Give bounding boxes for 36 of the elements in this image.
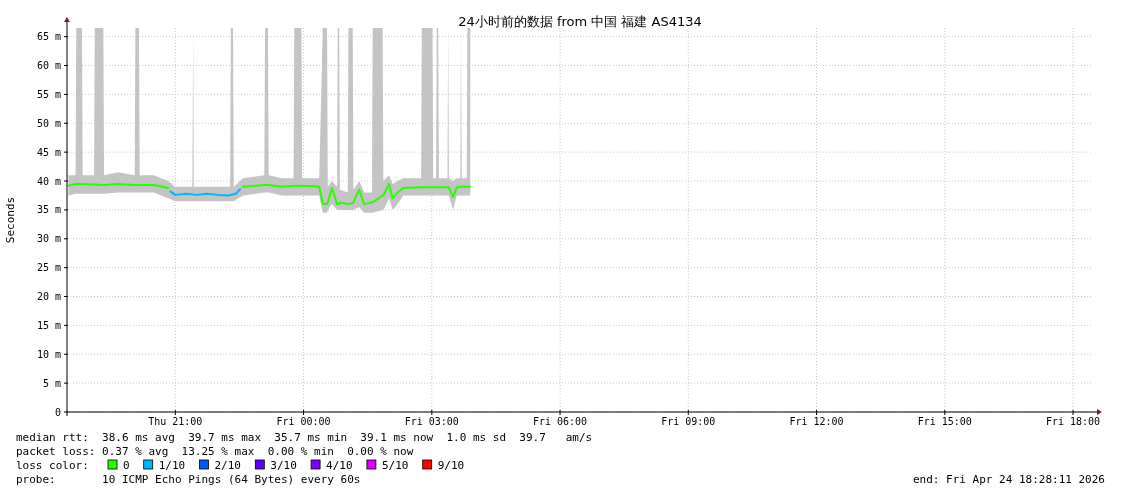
legend-title: loss color: [16, 459, 89, 472]
x-tick-label: Fri 06:00 [532, 416, 588, 427]
y-tick-label: 55 m [36, 88, 61, 100]
y-tick-label: 40 m [36, 175, 61, 187]
text: packet loss: 0.37 % avg 13.25 % max 0.00 % min 0.00 % now [16, 445, 414, 458]
legend-label: 5/10 [381, 459, 409, 472]
y-axis-title: Seconds [4, 196, 17, 244]
chart-title: 24小时前的数据 from 中国 福建 AS4134 [458, 14, 702, 29]
y-tick-label: 65 m [36, 31, 61, 43]
x-tick-label: Fri 09:00 [661, 416, 716, 427]
legend-label: 9/10 [437, 459, 465, 472]
y-tick-label: 45 m [36, 146, 61, 158]
y-tick-label: 50 m [36, 117, 61, 129]
x-tick-label: Fri 18:00 [1045, 416, 1101, 427]
legend-label: 0 [123, 459, 130, 472]
legend-label: 2/10 [214, 459, 241, 472]
x-tick-label: Thu 21:00 [148, 416, 203, 427]
text: probe: 10 ICMP Echo Pings (64 Bytes) every 60s [16, 473, 361, 486]
y-tick-label: 10 m [36, 348, 61, 360]
y-tick-label: 5 m [42, 377, 61, 389]
x-tick-label: Fri 03:00 [404, 416, 459, 427]
x-tick-label: Fri 15:00 [917, 416, 972, 427]
text: median rtt: 38.6 ms avg 39.7 ms max 35.7 ms min 39.1 ms now 1.0 ms sd 39.7 am/s [16, 431, 593, 444]
y-tick-label: 35 m [36, 204, 61, 216]
legend-label: 3/10 [270, 459, 297, 472]
y-tick-label: 30 m [36, 233, 61, 245]
x-tick-label: Fri 12:00 [789, 416, 844, 427]
y-tick-label: 20 m [36, 291, 61, 303]
text: end: Fri Apr 24 18:28:11 2026 [912, 473, 1105, 486]
x-tick-label: Fri 00:00 [276, 416, 331, 427]
legend-label: 4/10 [326, 459, 353, 472]
y-tick-label: 0 [54, 406, 61, 418]
y-tick-label: 60 m [36, 60, 61, 72]
y-tick-label: 15 m [36, 319, 61, 331]
y-tick-label: 25 m [36, 262, 61, 274]
legend-label: 1/10 [158, 459, 186, 472]
